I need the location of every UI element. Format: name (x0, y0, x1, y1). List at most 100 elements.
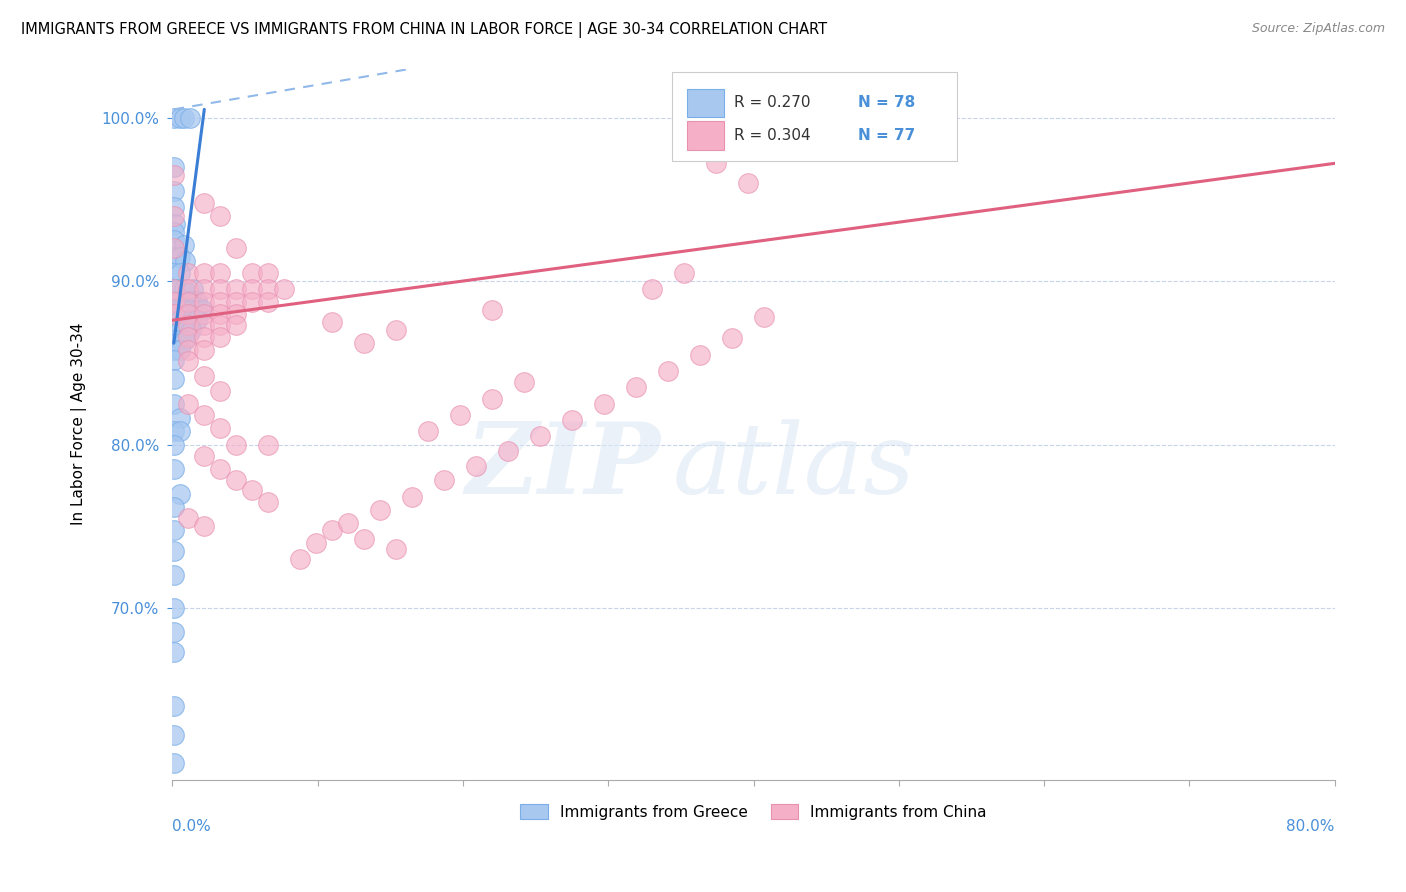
Point (169, 266, 191, 280)
Point (169, 303, 191, 318)
Point (720, 331, 742, 345)
Point (163, 303, 186, 318)
Text: IMMIGRANTS FROM GREECE VS IMMIGRANTS FROM CHINA IN LABOR FORCE | AGE 30-34 CORRE: IMMIGRANTS FROM GREECE VS IMMIGRANTS FRO… (21, 22, 827, 38)
Point (209, 282, 232, 296)
Point (163, 699, 186, 714)
Point (174, 303, 197, 318)
Point (163, 307, 186, 321)
Point (169, 411, 191, 425)
Point (737, 176, 759, 190)
Point (257, 266, 280, 280)
Point (163, 111, 186, 125)
Point (225, 295, 247, 310)
FancyBboxPatch shape (672, 72, 957, 161)
Point (180, 293, 202, 308)
Point (163, 201, 186, 215)
Point (163, 282, 186, 296)
Point (163, 756, 186, 771)
Point (174, 333, 197, 347)
Point (177, 397, 200, 411)
Point (177, 511, 200, 525)
Point (163, 568, 186, 582)
Point (257, 437, 280, 451)
Point (169, 333, 191, 347)
Point (305, 535, 328, 549)
Point (181, 282, 204, 296)
Point (209, 462, 232, 476)
Point (174, 323, 197, 337)
Point (353, 336, 375, 351)
Point (321, 523, 343, 537)
Point (193, 368, 215, 383)
Point (163, 313, 186, 327)
Point (672, 266, 695, 280)
Point (465, 458, 488, 473)
Point (163, 241, 186, 255)
Point (689, 348, 711, 362)
Point (193, 449, 215, 463)
Point (177, 318, 200, 333)
Bar (688, 121, 724, 150)
Point (163, 601, 186, 615)
Point (368, 503, 391, 517)
Point (163, 523, 186, 537)
Point (752, 310, 775, 324)
Point (225, 241, 247, 255)
Point (163, 266, 186, 280)
Point (163, 333, 186, 347)
Point (193, 295, 215, 310)
Point (163, 295, 186, 310)
Point (641, 282, 664, 296)
Point (163, 352, 186, 367)
Point (624, 380, 647, 394)
Point (177, 343, 200, 357)
Point (163, 462, 186, 476)
Point (177, 282, 200, 296)
Point (496, 444, 519, 458)
Point (416, 425, 439, 439)
Point (186, 293, 208, 308)
Point (225, 437, 247, 451)
Point (169, 323, 191, 337)
Point (186, 303, 208, 318)
Text: R = 0.270: R = 0.270 (734, 95, 810, 111)
Point (174, 254, 197, 268)
Point (481, 303, 503, 318)
Legend: Immigrants from Greece, Immigrants from China: Immigrants from Greece, Immigrants from … (515, 797, 993, 826)
Point (209, 329, 232, 343)
Text: N = 77: N = 77 (858, 128, 915, 143)
Point (163, 645, 186, 659)
Point (173, 111, 195, 125)
Point (657, 364, 679, 378)
Point (209, 384, 232, 398)
Point (433, 474, 456, 488)
Point (353, 533, 375, 547)
Text: atlas: atlas (672, 419, 915, 515)
Point (163, 282, 186, 296)
Point (163, 168, 186, 182)
Point (193, 195, 215, 210)
Point (290, 552, 312, 566)
Point (193, 519, 215, 533)
Point (177, 329, 200, 343)
Point (177, 266, 200, 280)
Point (209, 318, 232, 333)
Point (385, 323, 408, 337)
Point (257, 282, 280, 296)
Point (240, 266, 263, 280)
Point (191, 303, 214, 318)
Point (179, 111, 201, 125)
Point (173, 238, 195, 252)
Point (186, 313, 208, 327)
Point (240, 483, 263, 498)
Point (481, 392, 503, 406)
Point (273, 282, 295, 296)
Point (180, 313, 202, 327)
Point (401, 490, 423, 504)
Point (257, 494, 280, 508)
Point (169, 250, 191, 264)
Point (163, 425, 186, 439)
Point (209, 266, 232, 280)
Point (163, 625, 186, 640)
Point (209, 307, 232, 321)
